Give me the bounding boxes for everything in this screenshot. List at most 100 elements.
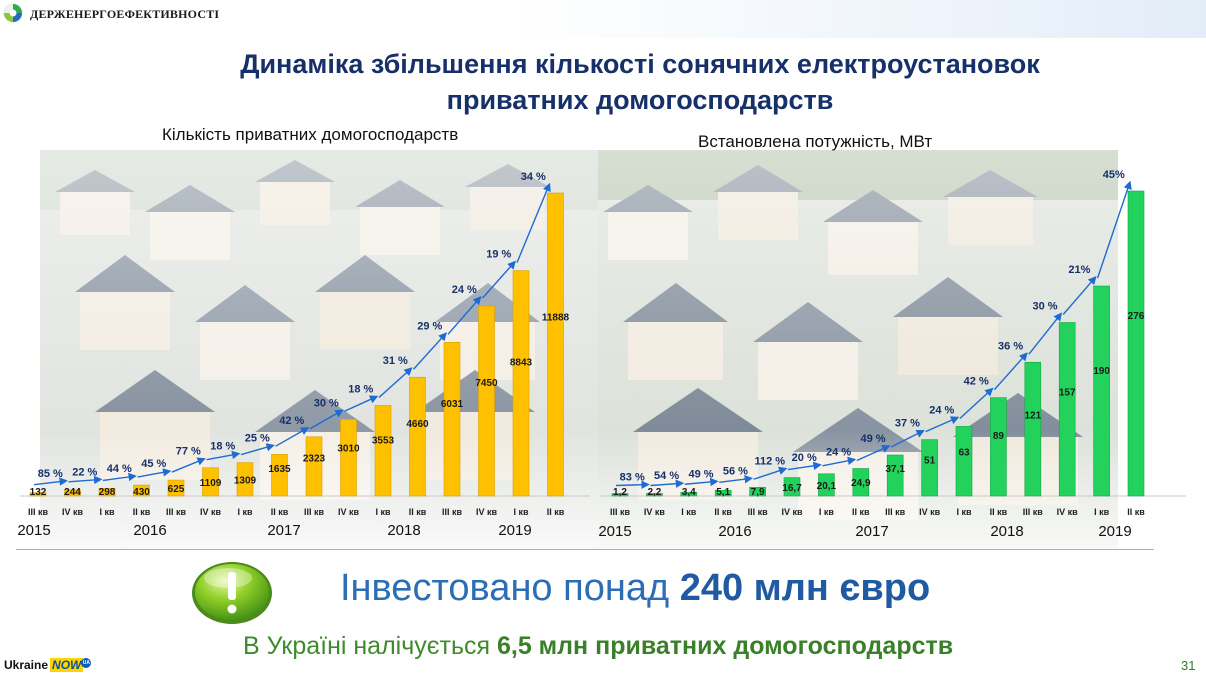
category-label-0-6: I кв — [237, 507, 253, 517]
growth-label-1-5: 20 % — [792, 452, 817, 464]
investment-amount: 240 млн євро — [679, 567, 931, 609]
bar-0-4 — [167, 479, 185, 497]
growth-label-0-1: 22 % — [72, 466, 97, 478]
bar-0-1 — [64, 489, 81, 497]
growth-arrow-0-10 — [378, 367, 413, 398]
households-count: 6,5 млн приватних домогосподарств — [496, 632, 954, 660]
value-label-1-3: 5,1 — [716, 487, 730, 498]
bar-0-11 — [409, 376, 426, 497]
bar-1-9 — [921, 439, 938, 497]
year-label-0-4: 2019 — [498, 522, 531, 539]
growth-label-1-13: 21% — [1068, 264, 1090, 276]
year-label-1-1: 2016 — [718, 523, 751, 540]
investment-message-text: Інвестовано понад — [340, 567, 680, 609]
growth-arrow-1-9 — [925, 416, 960, 433]
chart-subtitle-households: Кількість приватних домогосподарств — [162, 125, 459, 144]
value-label-1-4: 7,9 — [751, 487, 765, 498]
bar-1-7 — [852, 468, 870, 497]
growth-arrow-1-11 — [993, 352, 1028, 391]
category-label-1-6: I кв — [819, 507, 835, 517]
category-label-1-2: I кв — [681, 507, 697, 517]
category-label-0-4: III кв — [166, 507, 187, 517]
category-label-0-10: I кв — [375, 507, 391, 517]
category-label-0-5: IV кв — [200, 507, 222, 517]
growth-arrow-1-12 — [1028, 312, 1063, 355]
growth-label-0-4: 77 % — [176, 446, 201, 458]
value-label-1-2: 3,4 — [682, 487, 696, 498]
value-label-0-9: 3010 — [337, 444, 360, 455]
year-label-1-0: 2015 — [598, 523, 631, 540]
value-label-0-8: 2323 — [303, 454, 326, 465]
category-label-0-0: III кв — [28, 507, 49, 517]
growth-label-0-14: 34 % — [521, 171, 546, 183]
category-label-0-9: IV кв — [338, 507, 360, 517]
bar-1-2 — [680, 491, 698, 497]
growth-label-1-10: 42 % — [964, 376, 989, 388]
slide-title-line-1: Динаміка збільшення кількості сонячних е… — [240, 49, 1040, 79]
growth-label-1-9: 24 % — [929, 404, 954, 416]
growth-arrow-0-7 — [275, 427, 310, 447]
bar-1-12 — [1024, 361, 1042, 497]
bar-0-9 — [340, 418, 357, 497]
growth-arrow-1-3 — [719, 474, 753, 484]
investment-message: Інвестовано понад 240 млн євро — [340, 567, 930, 610]
growth-label-0-11: 29 % — [417, 320, 442, 332]
category-label-1-9: IV кв — [919, 507, 941, 517]
bar-0-3 — [133, 484, 150, 497]
year-label-1-2: 2017 — [855, 523, 888, 540]
value-label-0-0: 132 — [30, 487, 47, 498]
value-label-1-1: 2,2 — [647, 487, 661, 498]
growth-arrow-1-4 — [753, 466, 788, 480]
growth-arrow-1-6 — [822, 456, 857, 467]
divider-line — [16, 549, 1154, 550]
growth-label-1-12: 30 % — [1032, 301, 1057, 313]
category-label-1-13: IV кв — [1057, 507, 1079, 517]
bar-1-14 — [1093, 285, 1110, 497]
growth-arrow-0-2 — [102, 472, 137, 482]
category-label-0-3: II кв — [133, 507, 151, 517]
value-label-1-9: 51 — [924, 455, 936, 466]
brand-now: NOW — [50, 658, 84, 672]
category-label-1-10: I кв — [956, 507, 972, 517]
bar-0-2 — [98, 488, 116, 497]
growth-arrow-0-11 — [412, 332, 447, 370]
growth-arrow-1-8 — [890, 430, 925, 448]
bar-0-14 — [512, 270, 530, 497]
bar-1-1 — [646, 493, 663, 497]
category-label-0-12: III кв — [442, 507, 463, 517]
growth-arrow-0-1 — [68, 475, 103, 485]
growth-label-1-4: 112 % — [755, 456, 786, 468]
bar-1-13 — [1058, 322, 1076, 497]
agency-logo-icon — [3, 3, 23, 23]
bar-1-15 — [1127, 190, 1145, 497]
category-label-0-2: I кв — [99, 507, 115, 517]
growth-arrow-0-9 — [344, 395, 379, 412]
growth-label-0-8: 30 % — [314, 397, 339, 409]
growth-label-0-12: 24 % — [452, 284, 477, 296]
value-label-1-8: 37,1 — [885, 464, 905, 475]
bar-1-0 — [611, 493, 629, 497]
bar-1-5 — [783, 477, 801, 497]
growth-arrow-1-5 — [787, 461, 822, 471]
value-label-1-12: 121 — [1024, 410, 1041, 421]
value-label-0-12: 6031 — [441, 399, 464, 410]
value-label-1-11: 89 — [993, 431, 1005, 442]
exclamation-icon — [192, 562, 272, 624]
growth-label-1-0: 83 % — [620, 472, 645, 484]
brand-ua-badge: UA — [81, 658, 92, 668]
category-label-0-13: IV кв — [476, 507, 498, 517]
bar-0-13 — [478, 305, 495, 497]
header-band — [0, 0, 1206, 38]
bar-0-10 — [374, 405, 392, 497]
category-label-1-8: III кв — [885, 507, 906, 517]
value-label-0-3: 430 — [133, 487, 150, 498]
bar-0-0 — [29, 492, 47, 497]
bar-1-3 — [714, 490, 732, 497]
growth-label-0-10: 31 % — [383, 355, 408, 367]
growth-arrow-0-0 — [33, 477, 68, 486]
growth-arrow-0-4 — [171, 457, 206, 473]
category-label-1-5: IV кв — [781, 507, 803, 517]
category-label-1-12: III кв — [1023, 507, 1044, 517]
value-label-1-6: 20,1 — [817, 481, 837, 492]
